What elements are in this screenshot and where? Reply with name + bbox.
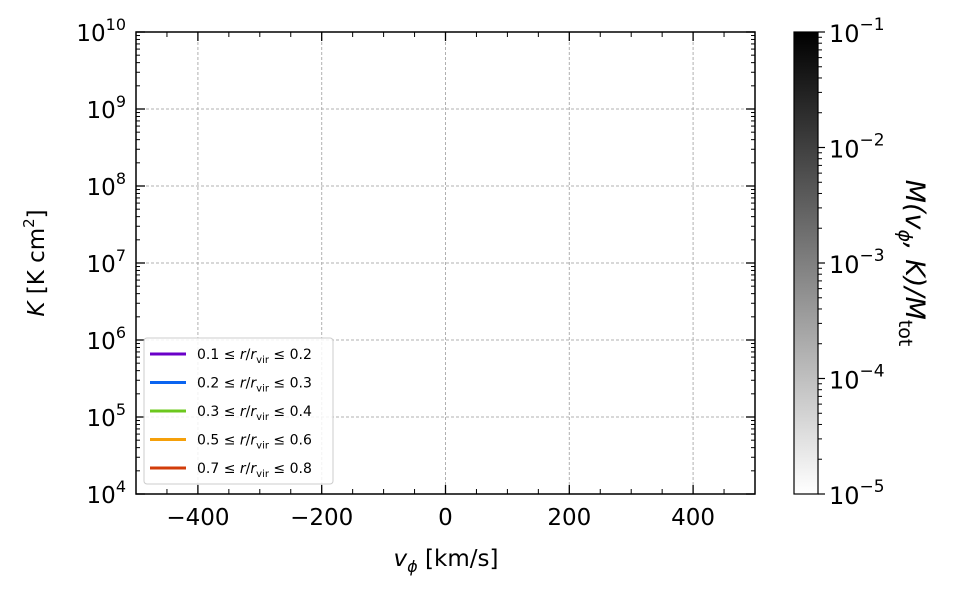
colorbar-tick-label: 10−2	[829, 131, 885, 164]
y-tick-label: 1010	[76, 15, 126, 47]
legend-label: 0.1 ≤ r/rvir ≤ 0.2	[197, 347, 312, 366]
colorbar-tick-labels: 10−5 10−4 10−3 10−2 10−1	[829, 15, 885, 510]
x-tick-label: −200	[290, 505, 353, 531]
colorbar-tick-label: 10−1	[829, 15, 885, 48]
x-tick-label: 0	[438, 505, 453, 531]
colorbar-tick-label: 10−4	[829, 362, 885, 395]
colorbar-ticks	[818, 31, 825, 495]
colorbar	[793, 31, 819, 495]
legend-label: 0.3 ≤ r/rvir ≤ 0.4	[197, 404, 312, 423]
x-tick-label: 400	[671, 505, 715, 531]
x-axis-label: vϕ [km/s]	[394, 546, 499, 576]
axis-ticks	[135, 31, 756, 495]
x-tick-label: 200	[547, 505, 591, 531]
x-tick-labels: −400 −200 0 200 400	[166, 505, 715, 531]
colorbar-tick-label: 10−5	[829, 477, 885, 510]
y-tick-label: 104	[87, 477, 126, 509]
legend-label: 0.5 ≤ r/rvir ≤ 0.6	[197, 433, 312, 452]
y-tick-label: 107	[87, 246, 126, 278]
grid	[136, 32, 755, 494]
colorbar-tick-label: 10−3	[829, 246, 885, 279]
y-axis-label: K [K cm2]	[20, 209, 50, 316]
y-tick-labels: 104 105 106 107 108 109 1010	[76, 15, 126, 509]
y-tick-label: 106	[87, 323, 126, 355]
legend-label: 0.7 ≤ r/rvir ≤ 0.8	[197, 461, 312, 480]
y-tick-label: 109	[87, 92, 126, 124]
legend: 0.1 ≤ r/rvir ≤ 0.2 0.2 ≤ r/rvir ≤ 0.3 0.3 …	[150, 347, 312, 480]
legend-box	[143, 337, 334, 485]
y-tick-label: 108	[87, 169, 126, 201]
y-tick-label: 105	[87, 400, 126, 432]
colorbar-label: M(vϕ, K)/Mtot	[894, 180, 930, 347]
x-tick-label: −400	[166, 505, 229, 531]
legend-label: 0.2 ≤ r/rvir ≤ 0.3	[197, 376, 312, 395]
